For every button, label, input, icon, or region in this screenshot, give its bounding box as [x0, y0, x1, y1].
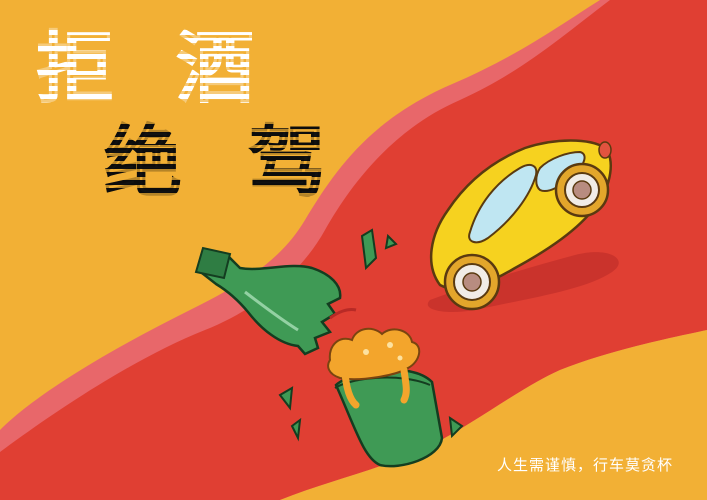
- headline-char-4: 驾: [248, 118, 327, 208]
- headline-char-3: 绝: [104, 118, 183, 208]
- broken-green-bottle-illustration: [194, 228, 464, 442]
- yellow-car-illustration: [429, 139, 612, 311]
- headline-char-1: 拒: [36, 24, 115, 114]
- green-beer-glass-illustration: [327, 327, 444, 468]
- slogan-text: 人生需谨慎，行车莫贪杯: [496, 456, 673, 474]
- headline-char-2: 酒: [176, 24, 255, 114]
- yellow-wave: [280, 330, 707, 500]
